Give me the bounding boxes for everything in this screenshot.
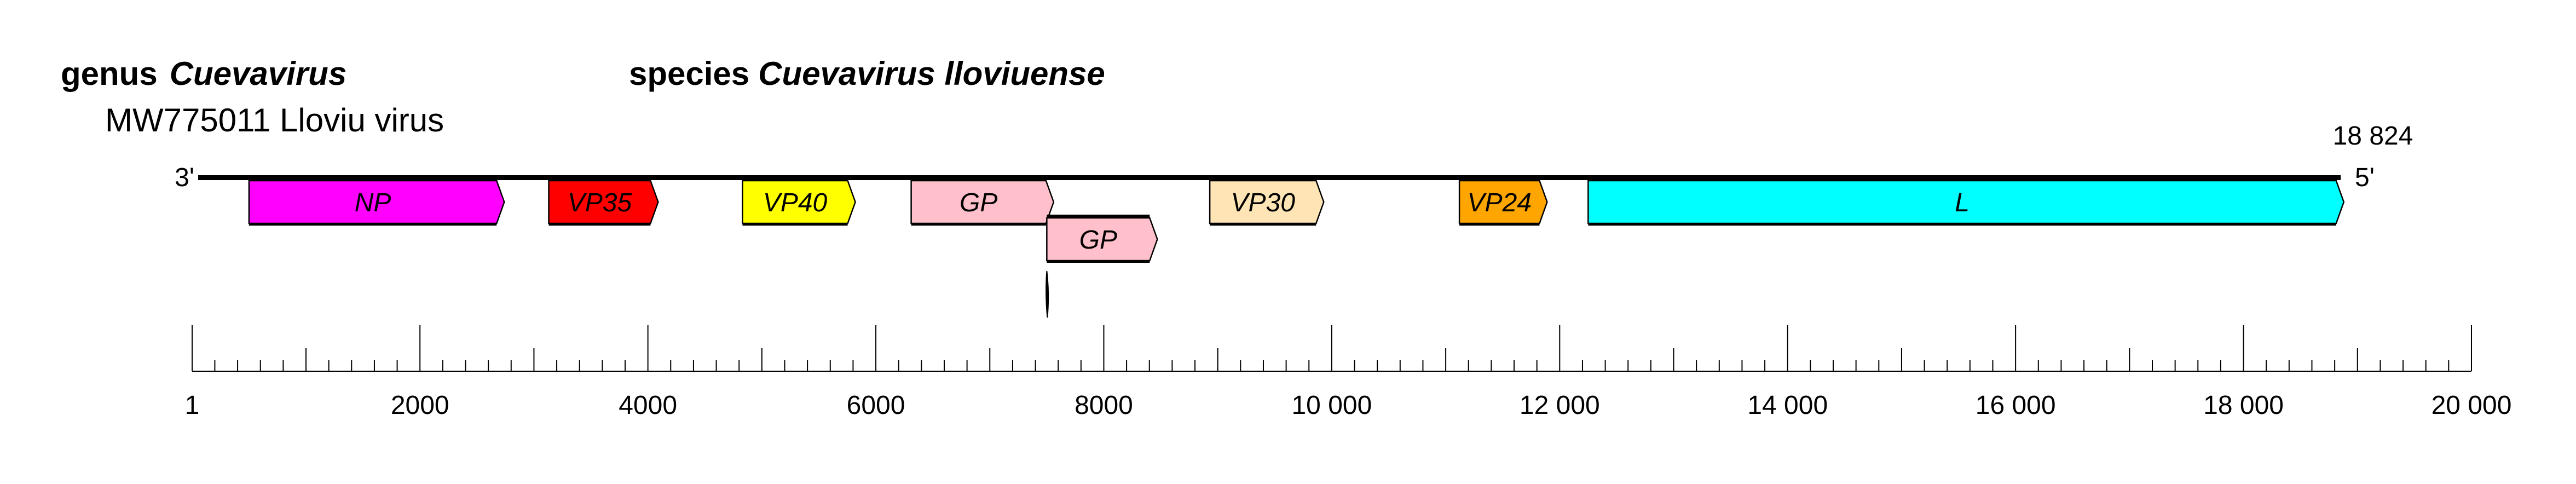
gene-top-bar bbox=[1047, 215, 1150, 217]
gene-shadow bbox=[1459, 223, 1540, 226]
axis-tick-label: 1 bbox=[185, 391, 200, 420]
gene-arrow bbox=[1209, 180, 1325, 224]
axis-tick-label: 12 000 bbox=[1520, 391, 1600, 420]
species-title: species Cuevavirus lloviuense bbox=[629, 55, 1105, 92]
gene-vp30[interactable]: VP30 bbox=[1209, 180, 1325, 226]
gene-shadow bbox=[1047, 260, 1150, 263]
genus-title: genus Cuevavirus bbox=[61, 55, 346, 92]
axis-tick-label: 2000 bbox=[391, 391, 449, 420]
gene-gp-2[interactable]: GP bbox=[1046, 215, 1158, 263]
axis-tick-label: 16 000 bbox=[1976, 391, 2056, 420]
gene-l[interactable]: L bbox=[1587, 180, 2345, 226]
gene-arrow bbox=[1587, 180, 2345, 224]
gene-arrow bbox=[248, 180, 505, 224]
genome-line bbox=[198, 175, 2341, 180]
gene-shadow bbox=[1588, 223, 2336, 226]
gene-arrow bbox=[1458, 180, 1548, 224]
gene-np[interactable]: NP bbox=[248, 180, 505, 226]
gene-arrow bbox=[910, 180, 1055, 224]
axis-tick-label: 18 000 bbox=[2203, 391, 2284, 420]
gene-label: VP40 bbox=[763, 188, 828, 217]
axis-tick-label: 4000 bbox=[619, 391, 677, 420]
gene-shadow bbox=[911, 223, 1046, 226]
axis-tick-label: 20 000 bbox=[2431, 391, 2512, 420]
gene-arrow bbox=[548, 180, 659, 224]
gene-vp40[interactable]: VP40 bbox=[742, 180, 856, 226]
gene-label: L bbox=[1955, 188, 1969, 217]
gene-shadow bbox=[548, 223, 651, 226]
gene-label: VP30 bbox=[1231, 188, 1296, 217]
gene-label: VP24 bbox=[1468, 188, 1532, 217]
five-prime-label: 5' bbox=[2355, 163, 2375, 192]
axis-tick-label: 10 000 bbox=[1291, 391, 1372, 420]
three-prime-label: 3' bbox=[175, 163, 194, 192]
gene-arrow bbox=[1046, 217, 1158, 262]
gene-gp[interactable]: GP bbox=[910, 180, 1055, 226]
gene-label: GP bbox=[960, 188, 997, 217]
gene-label: GP bbox=[1079, 226, 1117, 255]
position-marker bbox=[1046, 270, 1049, 318]
gene-vp24[interactable]: VP24 bbox=[1458, 180, 1548, 226]
accession-virus-name: MW775011 Lloviu virus bbox=[105, 102, 444, 139]
gene-shadow bbox=[1210, 223, 1316, 226]
axis-tick-label: 8000 bbox=[1075, 391, 1133, 420]
axis-tick-label: 14 000 bbox=[1747, 391, 1828, 420]
axis-tick-label: 6000 bbox=[847, 391, 905, 420]
gene-vp35[interactable]: VP35 bbox=[548, 180, 659, 226]
gene-shadow bbox=[249, 223, 497, 226]
gene-arrow bbox=[742, 180, 856, 224]
genome-length-label: 18 824 bbox=[2333, 122, 2413, 151]
gene-label: NP bbox=[355, 188, 391, 217]
gene-label: VP35 bbox=[568, 188, 632, 217]
gene-shadow bbox=[742, 223, 848, 226]
